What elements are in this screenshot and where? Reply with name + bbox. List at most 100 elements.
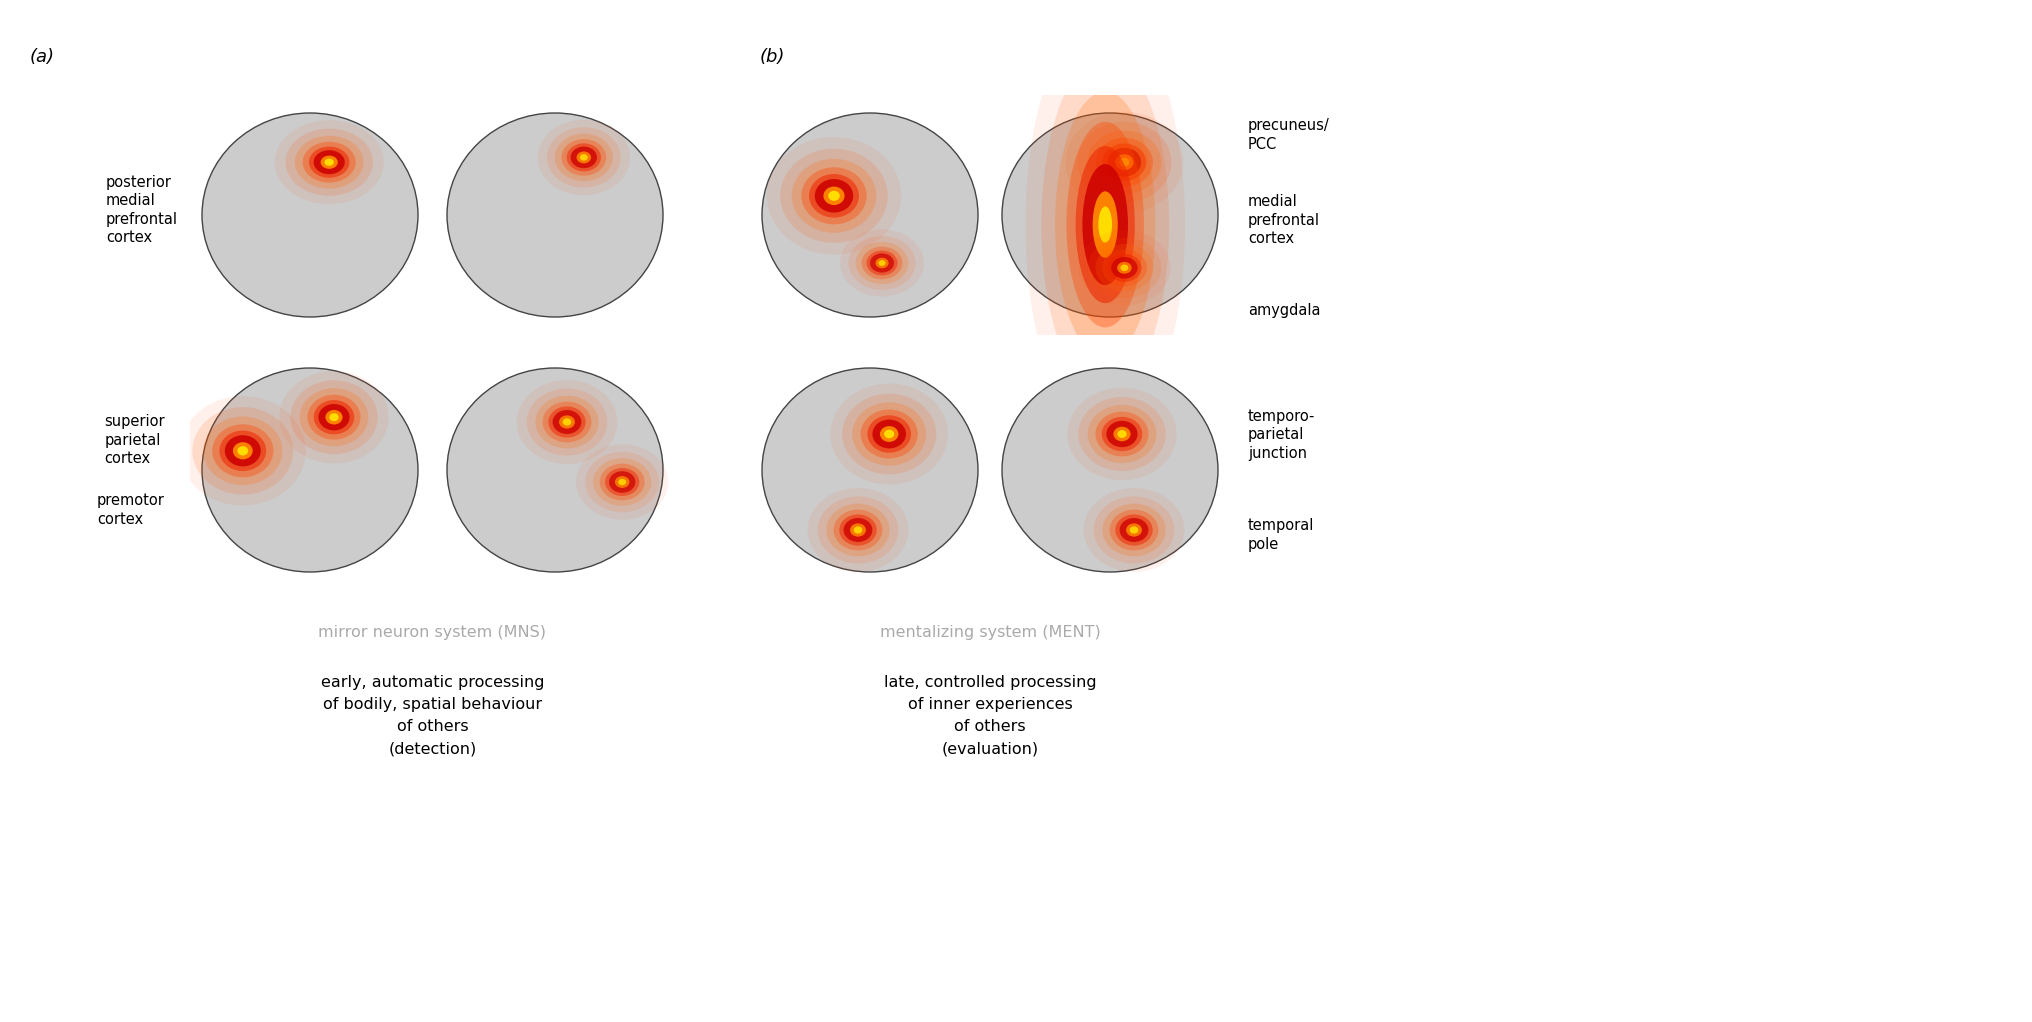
Ellipse shape: [606, 468, 640, 496]
Ellipse shape: [447, 113, 662, 317]
Ellipse shape: [321, 155, 337, 169]
Ellipse shape: [807, 487, 908, 572]
Ellipse shape: [1112, 257, 1138, 279]
Ellipse shape: [295, 136, 364, 189]
Text: temporal
pole: temporal pole: [1248, 518, 1315, 552]
Ellipse shape: [577, 151, 591, 164]
Ellipse shape: [313, 400, 354, 434]
Ellipse shape: [1087, 237, 1162, 298]
Text: medial
prefrontal
cortex: medial prefrontal cortex: [1248, 194, 1321, 246]
Ellipse shape: [585, 452, 658, 512]
Ellipse shape: [870, 253, 894, 273]
Ellipse shape: [299, 388, 368, 447]
Ellipse shape: [1120, 518, 1148, 542]
Ellipse shape: [329, 413, 339, 421]
Ellipse shape: [880, 426, 898, 442]
Text: precuneus/
PCC: precuneus/ PCC: [1248, 119, 1329, 152]
Ellipse shape: [1087, 131, 1162, 194]
Ellipse shape: [831, 383, 949, 484]
Ellipse shape: [1095, 412, 1148, 457]
Text: (b): (b): [760, 48, 786, 66]
Text: amygdala: amygdala: [1248, 303, 1321, 318]
Ellipse shape: [1055, 92, 1156, 358]
Ellipse shape: [561, 139, 606, 176]
Ellipse shape: [553, 410, 581, 434]
Ellipse shape: [287, 129, 374, 196]
Ellipse shape: [610, 471, 636, 493]
Ellipse shape: [1105, 421, 1138, 448]
Ellipse shape: [571, 146, 597, 169]
Ellipse shape: [853, 526, 862, 533]
Ellipse shape: [1087, 405, 1156, 463]
Ellipse shape: [1107, 148, 1142, 177]
Text: late, controlled processing
of inner experiences
of others
(evaluation): late, controlled processing of inner exp…: [884, 675, 1097, 756]
Ellipse shape: [843, 518, 872, 542]
Ellipse shape: [516, 380, 618, 464]
Ellipse shape: [549, 407, 585, 437]
Ellipse shape: [1093, 191, 1118, 258]
Ellipse shape: [862, 246, 902, 279]
Ellipse shape: [325, 158, 333, 166]
Text: early, automatic processing
of bodily, spatial behaviour
of others
(detection): early, automatic processing of bodily, s…: [321, 675, 545, 756]
Ellipse shape: [1101, 249, 1146, 286]
Ellipse shape: [851, 403, 927, 466]
Ellipse shape: [1077, 122, 1170, 202]
Ellipse shape: [1116, 154, 1134, 170]
Ellipse shape: [1103, 143, 1146, 181]
Ellipse shape: [309, 146, 350, 178]
Ellipse shape: [618, 478, 626, 485]
Ellipse shape: [801, 168, 866, 225]
Ellipse shape: [534, 396, 599, 449]
Ellipse shape: [1083, 165, 1128, 285]
Ellipse shape: [839, 229, 925, 296]
Ellipse shape: [1109, 510, 1158, 551]
Ellipse shape: [201, 113, 419, 317]
Ellipse shape: [226, 435, 260, 466]
Ellipse shape: [1120, 265, 1128, 271]
Ellipse shape: [1083, 487, 1185, 572]
Ellipse shape: [234, 443, 252, 459]
Ellipse shape: [839, 514, 876, 546]
Ellipse shape: [762, 113, 977, 317]
Ellipse shape: [303, 142, 356, 183]
Ellipse shape: [1065, 111, 1183, 213]
Ellipse shape: [1095, 138, 1152, 187]
Ellipse shape: [827, 504, 890, 556]
Ellipse shape: [291, 380, 378, 454]
Ellipse shape: [815, 179, 853, 213]
Ellipse shape: [579, 154, 587, 160]
Ellipse shape: [555, 134, 614, 181]
Ellipse shape: [878, 261, 886, 266]
Ellipse shape: [829, 191, 839, 201]
Ellipse shape: [307, 394, 360, 439]
Ellipse shape: [1075, 146, 1134, 304]
Ellipse shape: [567, 143, 601, 172]
Text: premotor
cortex: premotor cortex: [98, 494, 165, 526]
Ellipse shape: [593, 458, 650, 506]
Ellipse shape: [1101, 417, 1142, 451]
Text: mentalizing system (MENT): mentalizing system (MENT): [880, 625, 1101, 640]
Ellipse shape: [762, 368, 977, 572]
Ellipse shape: [792, 158, 876, 233]
Ellipse shape: [575, 445, 669, 520]
Ellipse shape: [1126, 523, 1142, 537]
Ellipse shape: [841, 393, 937, 474]
Ellipse shape: [780, 149, 888, 243]
Ellipse shape: [1093, 497, 1174, 563]
Text: posterior
medial
prefrontal
cortex: posterior medial prefrontal cortex: [106, 175, 179, 245]
Ellipse shape: [1101, 504, 1166, 556]
Text: superior
parietal
cortex: superior parietal cortex: [104, 414, 165, 466]
Ellipse shape: [563, 418, 571, 425]
Ellipse shape: [1002, 368, 1217, 572]
Text: (a): (a): [30, 48, 55, 66]
Ellipse shape: [238, 447, 248, 456]
Ellipse shape: [833, 510, 882, 551]
Ellipse shape: [1116, 514, 1152, 546]
Text: mirror neuron system (MNS): mirror neuron system (MNS): [319, 625, 547, 640]
Ellipse shape: [319, 404, 350, 430]
Ellipse shape: [862, 410, 918, 459]
Ellipse shape: [1107, 253, 1142, 282]
Ellipse shape: [599, 464, 644, 501]
Ellipse shape: [766, 137, 902, 254]
Ellipse shape: [526, 388, 608, 456]
